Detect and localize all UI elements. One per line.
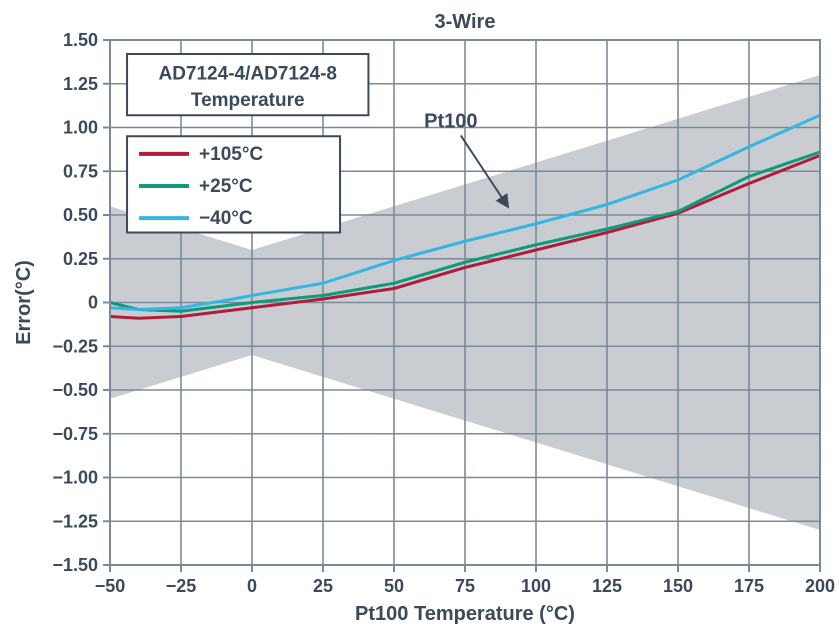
x-tick-label: 175: [734, 576, 764, 596]
x-tick-label: 25: [313, 576, 333, 596]
x-tick-label: 0: [247, 576, 257, 596]
y-tick-label: −1.50: [52, 555, 98, 575]
legend-label: +105°C: [199, 144, 263, 165]
x-axis-label: Pt100 Temperature (°C): [355, 603, 575, 625]
chart-svg: −50 −25 0 25 50 75 100 125 150 175 200 −1.50 −1.25 −1…: [0, 0, 839, 636]
y-tick-label: 0: [88, 293, 98, 313]
x-tick-label: 75: [455, 576, 475, 596]
y-axis-label: Error(°C): [13, 260, 35, 345]
x-tick-label: 150: [663, 576, 693, 596]
inset-box-line2: Temperature: [191, 90, 305, 111]
x-tick-label: 125: [592, 576, 622, 596]
pt100-annotation-label: Pt100: [424, 111, 477, 133]
legend-label: +25°C: [199, 176, 253, 197]
x-tick-label: 100: [521, 576, 551, 596]
x-tick-label: −25: [166, 576, 197, 596]
inset-box-line1: AD7124-4/AD7124-8: [158, 64, 337, 85]
y-tick-label: −0.25: [52, 336, 98, 356]
y-tick-label: −0.50: [52, 380, 98, 400]
y-tick-label: 1.00: [63, 118, 98, 138]
x-tick-label: 50: [384, 576, 404, 596]
y-tick-label: 1.50: [63, 30, 98, 50]
chart-container: { "chart": { "type":"line", "title":"3-W…: [0, 0, 839, 636]
y-tick-label: −1.25: [52, 511, 98, 531]
y-tick-label: −1.00: [52, 468, 98, 488]
x-tick-label: 200: [805, 576, 835, 596]
y-tick-label: 0.25: [63, 249, 98, 269]
y-tick-label: −0.75: [52, 424, 98, 444]
chart-title: 3-Wire: [435, 11, 496, 33]
legend-label: −40°C: [199, 208, 253, 229]
y-tick-label: 0.75: [63, 161, 98, 181]
y-tick-label: 0.50: [63, 205, 98, 225]
x-tick-label: −50: [95, 576, 126, 596]
y-tick-label: 1.25: [63, 74, 98, 94]
